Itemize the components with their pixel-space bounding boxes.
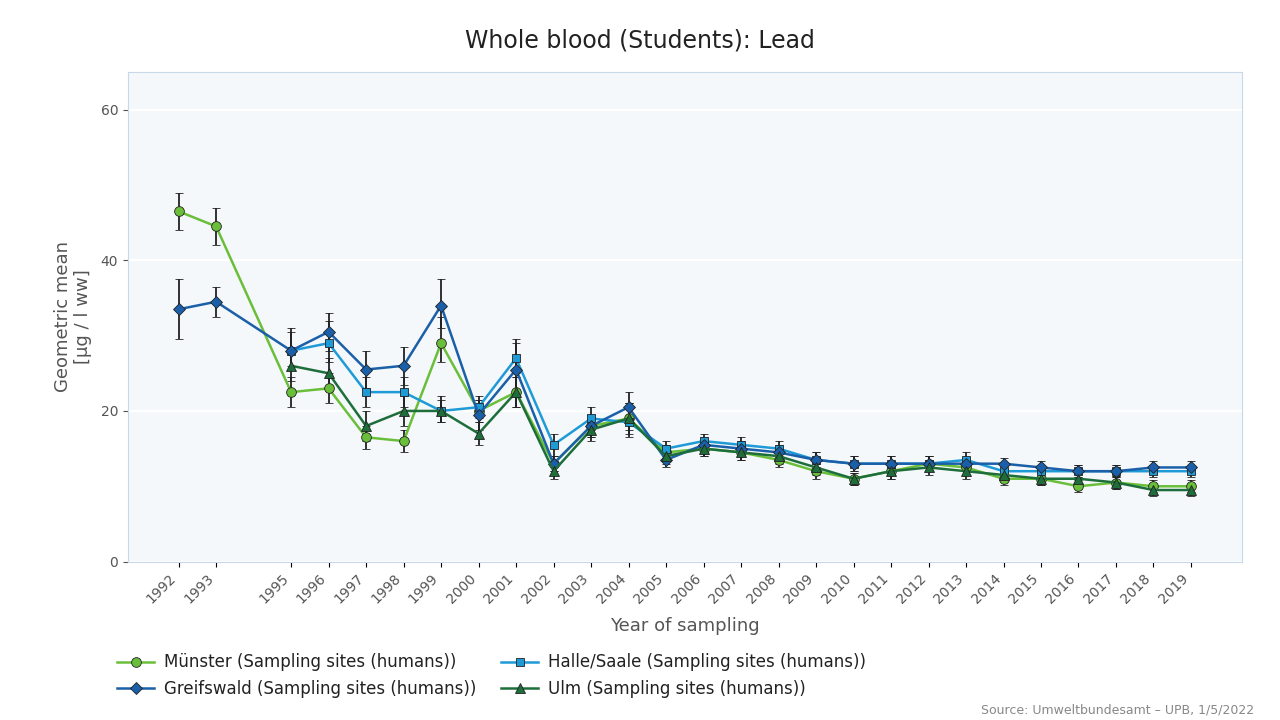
- Legend: Münster (Sampling sites (humans)), Greifswald (Sampling sites (humans)), Halle/S: Münster (Sampling sites (humans)), Greif…: [111, 647, 873, 704]
- X-axis label: Year of sampling: Year of sampling: [611, 618, 759, 636]
- Text: Whole blood (Students): Lead: Whole blood (Students): Lead: [465, 29, 815, 53]
- Text: Source: Umweltbundesamt – UPB, 1/5/2022: Source: Umweltbundesamt – UPB, 1/5/2022: [982, 703, 1254, 716]
- Y-axis label: Geometric mean
[µg / l ww]: Geometric mean [µg / l ww]: [54, 241, 92, 392]
